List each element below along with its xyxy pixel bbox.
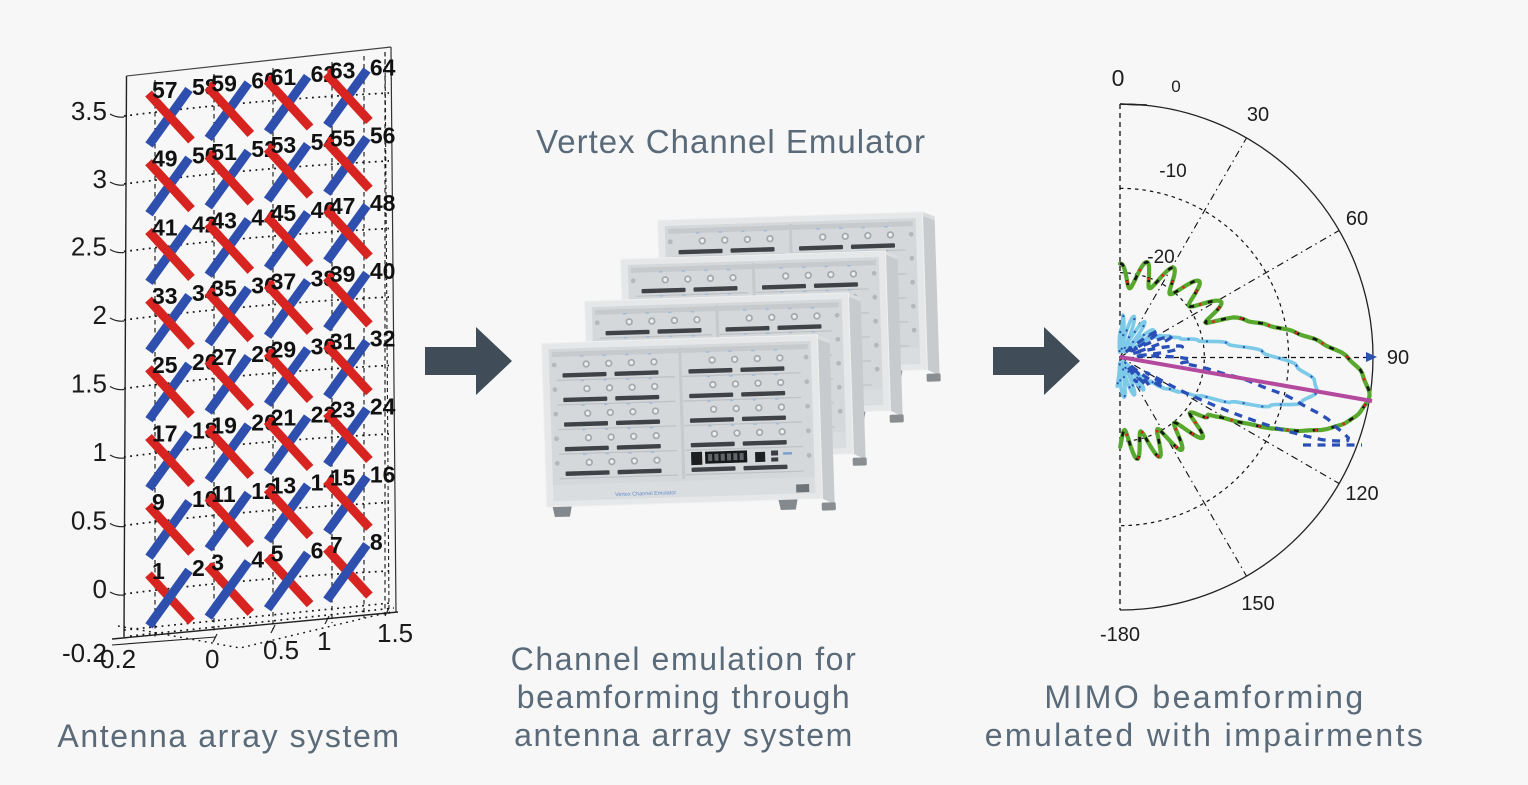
svg-text:1.5: 1.5 — [377, 618, 413, 648]
svg-text:55: 55 — [330, 125, 356, 151]
svg-text:2: 2 — [192, 555, 205, 581]
svg-text:21: 21 — [271, 405, 297, 431]
svg-text:35: 35 — [211, 276, 237, 302]
svg-text:1: 1 — [152, 558, 165, 584]
svg-text:31: 31 — [330, 329, 356, 355]
svg-text:51: 51 — [211, 139, 237, 165]
svg-text:13: 13 — [271, 473, 297, 499]
svg-text:15: 15 — [330, 464, 356, 490]
svg-text:16: 16 — [370, 461, 396, 487]
svg-text:27: 27 — [211, 344, 237, 370]
svg-text:0: 0 — [1171, 77, 1180, 96]
svg-text:56: 56 — [370, 122, 396, 148]
svg-text:47: 47 — [330, 193, 356, 219]
svg-text:Vertex Channel Emulator: Vertex Channel Emulator — [615, 490, 676, 498]
svg-text:4: 4 — [251, 546, 264, 572]
svg-text:23: 23 — [330, 397, 356, 423]
svg-text:49: 49 — [152, 146, 178, 172]
svg-text:7: 7 — [330, 532, 343, 558]
svg-text:37: 37 — [271, 268, 297, 294]
svg-text:0: 0 — [1112, 65, 1125, 91]
svg-text:120: 120 — [1345, 483, 1378, 505]
svg-text:60: 60 — [1346, 208, 1368, 230]
svg-text:39: 39 — [330, 261, 356, 287]
svg-text:19: 19 — [211, 413, 237, 439]
svg-text:1: 1 — [317, 626, 331, 656]
svg-text:48: 48 — [370, 190, 396, 216]
svg-text:2: 2 — [93, 300, 107, 330]
svg-text:57: 57 — [152, 77, 178, 103]
svg-text:64: 64 — [370, 55, 396, 81]
svg-text:32: 32 — [370, 326, 396, 352]
svg-text:41: 41 — [152, 214, 178, 240]
svg-text:3.5: 3.5 — [71, 96, 107, 126]
svg-text:6: 6 — [311, 538, 324, 564]
svg-text:61: 61 — [271, 64, 297, 90]
svg-text:45: 45 — [271, 200, 297, 226]
svg-text:59: 59 — [211, 71, 237, 97]
svg-text:0.5: 0.5 — [263, 635, 299, 665]
svg-text:43: 43 — [211, 207, 237, 233]
svg-text:29: 29 — [271, 336, 297, 362]
svg-text:-0.2: -0.2 — [62, 638, 107, 668]
svg-text:1: 1 — [93, 437, 107, 467]
svg-text:5: 5 — [271, 541, 284, 567]
svg-text:90: 90 — [1387, 347, 1409, 369]
svg-text:25: 25 — [152, 352, 178, 378]
svg-text:0.5: 0.5 — [71, 506, 107, 536]
svg-text:24: 24 — [370, 394, 396, 420]
svg-text:8: 8 — [370, 529, 383, 555]
svg-text:9: 9 — [152, 489, 165, 515]
svg-text:11: 11 — [211, 481, 236, 507]
svg-text:-20: -20 — [1147, 247, 1174, 268]
svg-text:0: 0 — [205, 644, 219, 674]
svg-text:53: 53 — [271, 132, 297, 158]
svg-text:30: 30 — [1247, 104, 1269, 126]
svg-text:2.5: 2.5 — [71, 232, 107, 262]
svg-text:3: 3 — [211, 549, 224, 575]
svg-text:3: 3 — [93, 164, 107, 194]
svg-text:63: 63 — [330, 58, 356, 84]
svg-text:-10: -10 — [1159, 161, 1186, 182]
svg-text:0.2: 0.2 — [100, 644, 136, 674]
svg-text:1.5: 1.5 — [71, 369, 107, 399]
svg-text:17: 17 — [152, 421, 178, 447]
svg-text:150: 150 — [1241, 593, 1274, 615]
svg-text:40: 40 — [370, 258, 396, 284]
svg-text:33: 33 — [152, 283, 178, 309]
svg-text:0: 0 — [93, 574, 107, 604]
svg-text:-180: -180 — [1100, 624, 1140, 646]
